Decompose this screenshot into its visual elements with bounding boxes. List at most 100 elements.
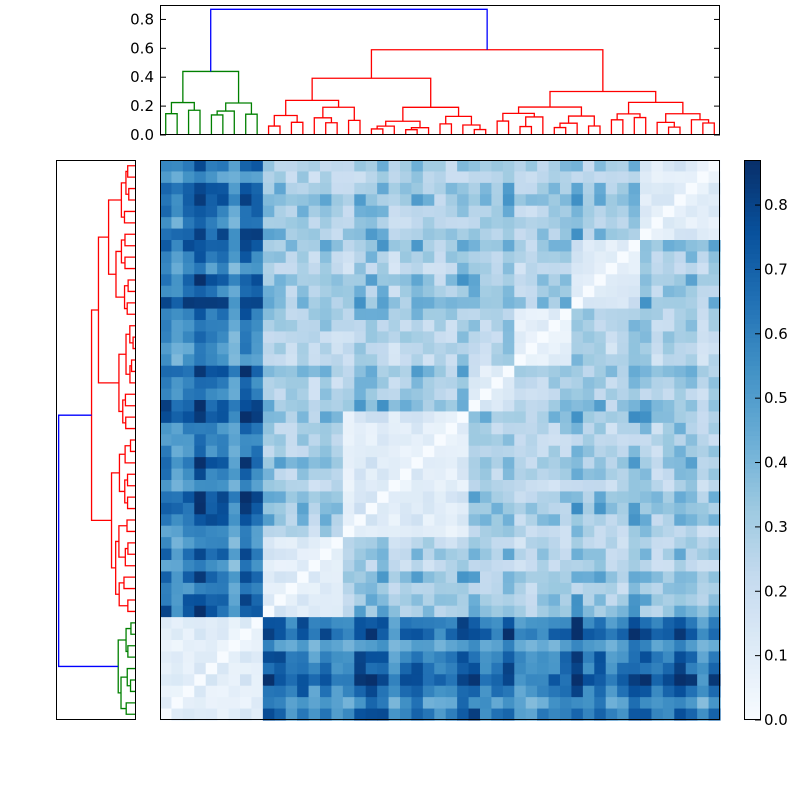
heatmap-cell: [308, 605, 321, 618]
heatmap-cell: [468, 262, 481, 275]
heatmap-cell: [674, 480, 687, 493]
heatmap-cell: [182, 240, 195, 253]
heatmap-cell: [331, 297, 344, 310]
heatmap-cell: [388, 628, 401, 641]
heatmap-cell: [331, 262, 344, 275]
heatmap-cell: [354, 297, 367, 310]
heatmap-cell: [571, 560, 584, 573]
colorbar-step: [744, 444, 761, 450]
heatmap-cell: [502, 342, 515, 355]
heatmap-cell: [320, 194, 333, 207]
heatmap-cell: [628, 605, 641, 618]
heatmap-cell: [605, 411, 618, 424]
heatmap-cell: [400, 548, 413, 561]
heatmap-cell: [674, 377, 687, 390]
heatmap-cell: [651, 434, 664, 447]
heatmap-cell: [434, 297, 447, 310]
heatmap-cell: [457, 274, 470, 287]
heatmap-cell: [560, 342, 573, 355]
heatmap-cell: [491, 548, 504, 561]
heatmap-cell: [548, 422, 561, 435]
heatmap-cell: [480, 525, 493, 538]
heatmap-cell: [571, 240, 584, 253]
heatmap-cell: [502, 228, 515, 241]
heatmap-cell: [354, 537, 367, 550]
heatmap-cell: [411, 171, 424, 184]
heatmap-cell: [605, 468, 618, 481]
heatmap-cell: [354, 422, 367, 435]
heatmap-cell: [708, 617, 721, 630]
colorbar-step: [744, 370, 761, 376]
heatmap-cell: [640, 651, 653, 664]
heatmap-cell: [160, 548, 173, 561]
heatmap-cell: [605, 548, 618, 561]
heatmap-cell: [548, 480, 561, 493]
heatmap-cell: [594, 365, 607, 378]
heatmap-cell: [582, 411, 595, 424]
heatmap-cell: [217, 457, 230, 470]
heatmap-cell: [217, 331, 230, 344]
heatmap-cell: [331, 411, 344, 424]
heatmap-cell: [434, 342, 447, 355]
heatmap-cell: [365, 320, 378, 333]
heatmap-cell: [354, 308, 367, 321]
heatmap-cell: [594, 160, 607, 173]
heatmap-cell: [285, 628, 298, 641]
heatmap-cell: [468, 228, 481, 241]
heatmap-cell: [365, 628, 378, 641]
heatmap-cell: [662, 342, 675, 355]
heatmap-cell: [217, 274, 230, 287]
heatmap-cell: [354, 262, 367, 275]
heatmap-cell: [160, 422, 173, 435]
heatmap-cell: [491, 617, 504, 630]
heatmap-cell: [491, 274, 504, 287]
heatmap-cell: [674, 217, 687, 230]
heatmap-cell: [445, 628, 458, 641]
heatmap-cell: [617, 594, 630, 607]
heatmap-cell: [377, 160, 390, 173]
heatmap-cell: [205, 594, 218, 607]
colorbar-step: [744, 673, 761, 679]
heatmap-cell: [582, 285, 595, 298]
heatmap-cell: [594, 571, 607, 584]
colorbar-step: [744, 472, 761, 478]
heatmap-cell: [571, 262, 584, 275]
heatmap-cell: [240, 297, 253, 310]
heatmap-cell: [468, 331, 481, 344]
colorbar-step: [744, 328, 761, 334]
heatmap-cell: [320, 502, 333, 515]
heatmap-cell: [582, 205, 595, 218]
heatmap-cell: [560, 651, 573, 664]
heatmap-cell: [240, 617, 253, 630]
colorbar-step: [744, 402, 761, 408]
heatmap-cell: [411, 240, 424, 253]
heatmap-cell: [628, 320, 641, 333]
heatmap-cell: [182, 457, 195, 470]
heatmap-cell: [354, 651, 367, 664]
colorbar-tick-label: 0.1: [764, 647, 788, 665]
heatmap-cell: [617, 331, 630, 344]
heatmap-cell: [617, 251, 630, 264]
heatmap-cell: [205, 240, 218, 253]
heatmap-cell: [537, 640, 550, 653]
heatmap-cell: [548, 560, 561, 573]
heatmap-cell: [171, 365, 184, 378]
heatmap-cell: [491, 182, 504, 195]
heatmap-cell: [388, 697, 401, 710]
colorbar-step: [744, 706, 761, 712]
heatmap-cell: [342, 320, 355, 333]
heatmap-cell: [160, 377, 173, 390]
heatmap-cell: [617, 514, 630, 527]
heatmap-cell: [217, 342, 230, 355]
heatmap-cell: [194, 537, 207, 550]
heatmap-cell: [685, 651, 698, 664]
heatmap-cell: [342, 582, 355, 595]
heatmap-cell: [651, 697, 664, 710]
heatmap-cell: [388, 377, 401, 390]
heatmap-cell: [251, 262, 264, 275]
heatmap-cell: [400, 365, 413, 378]
heatmap-cell: [480, 365, 493, 378]
heatmap-cell: [571, 640, 584, 653]
heatmap-cell: [685, 194, 698, 207]
heatmap-cell: [411, 514, 424, 527]
